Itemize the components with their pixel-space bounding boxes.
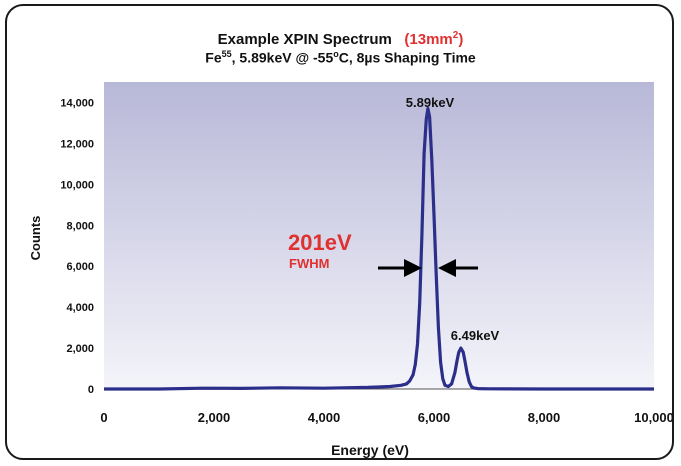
y-tick-label: 4,000 [66,302,94,314]
y-tick-label: 0 [88,384,94,396]
x-tick-label: 8,000 [528,410,561,425]
x-tick-label: 10,000 [634,410,674,425]
peak-label-5-89kev: 5.89keV [406,95,455,110]
x-tick-label: 6,000 [418,410,451,425]
y-tick-label: 14,000 [60,97,94,109]
chart-subtitle: Fe55, 5.89keV @ -55oC, 8µs Shaping Time [205,49,476,66]
y-tick-label: 6,000 [66,261,94,273]
plot-area [104,82,654,389]
y-axis-label: Counts [28,216,43,261]
fwhm-label: FWHM [289,256,329,271]
y-tick-label: 10,000 [60,179,94,191]
fwhm-right-arrow [438,259,478,277]
x-tick-label: 2,000 [198,410,231,425]
fwhm-value: 201eV [288,230,352,255]
spectrum-line [104,107,654,391]
peak-label-6-49kev: 6.49keV [451,328,500,343]
x-tick-label: 0 [100,410,107,425]
y-tick-label: 2,000 [66,343,94,355]
x-axis-label: Energy (eV) [331,442,409,458]
y-tick-label: 12,000 [60,138,94,150]
y-tick-label: 8,000 [66,220,94,232]
x-tick-label: 4,000 [308,410,341,425]
fwhm-left-arrow [378,259,422,277]
chart-title: Example XPIN Spectrum (13mm2) [217,30,464,48]
